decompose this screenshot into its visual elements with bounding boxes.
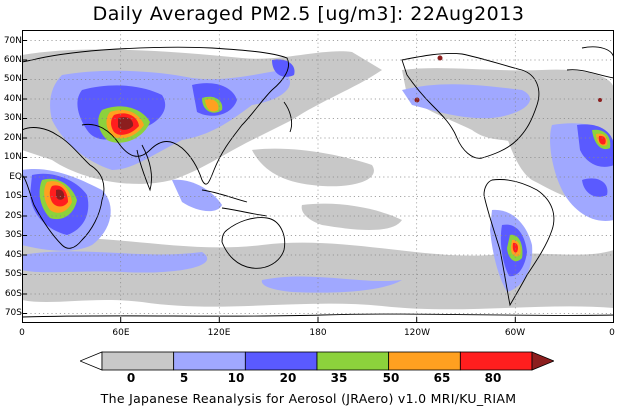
lat-label-40s: 40S [4, 250, 22, 260]
lon-label-0-right: 0 [609, 328, 615, 338]
colorbar-segment-1 [101, 351, 175, 371]
lon-label-120e: 120E [207, 328, 231, 338]
colorbar-segment-4 [316, 351, 390, 371]
colorbar-segment-5 [388, 351, 461, 371]
colorbar-segment-7 [531, 351, 554, 371]
lon-label-60w: 60W [504, 328, 526, 338]
lat-label-10n: 10N [3, 152, 22, 162]
lat-label-50s: 50S [4, 269, 22, 279]
map-title: Daily Averaged PM2.5 [ug/m3]: 22Aug2013 [92, 3, 525, 25]
lon-label-0-left: 0 [19, 328, 25, 338]
lat-label-70s: 70S [4, 308, 22, 318]
colorbar-tick-20: 20 [279, 371, 297, 385]
colorbar-tick-80: 80 [484, 371, 502, 385]
colorbar-tick-0: 0 [126, 371, 136, 385]
lat-label-20s: 20S [4, 211, 22, 221]
lat-label-60s: 60S [4, 289, 22, 299]
graticule [22, 30, 614, 323]
lon-label-180: 180 [309, 328, 327, 338]
lat-label-20n: 20N [3, 133, 22, 143]
lat-label-30s: 30S [4, 230, 22, 240]
lat-label-70n: 70N [3, 36, 22, 46]
lat-label-eq: EQ [9, 172, 22, 182]
pm25-map [22, 30, 614, 323]
colorbar-segment-2 [173, 351, 246, 371]
lat-label-50n: 50N [3, 74, 22, 84]
lat-label-60n: 60N [3, 55, 22, 65]
lat-label-10s: 10S [4, 191, 22, 201]
lat-label-30n: 30N [3, 113, 22, 123]
colorbar-segment-3 [244, 351, 318, 371]
colorbar-tick-10: 10 [227, 371, 245, 385]
map-ticks [22, 40, 516, 323]
lat-label-40n: 40N [3, 94, 22, 104]
map-canvas [22, 30, 614, 323]
colorbar-tick-5: 5 [179, 371, 189, 385]
lon-label-60e: 60E [112, 328, 130, 338]
lon-label-120w: 120W [403, 328, 431, 338]
colorbar-tick-35: 35 [330, 371, 348, 385]
colorbar-tick-65: 65 [433, 371, 451, 385]
pm25-shading [22, 49, 614, 310]
colorbar [80, 351, 554, 371]
colorbar-tick-50: 50 [382, 371, 400, 385]
colorbar-segment-0 [80, 351, 103, 371]
footer-credit: The Japanese Reanalysis for Aerosol (JRA… [100, 391, 517, 406]
colorbar-segment-6 [459, 351, 533, 371]
